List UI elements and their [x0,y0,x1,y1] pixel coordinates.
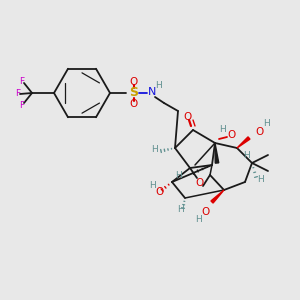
Polygon shape [237,137,250,148]
Text: O: O [130,77,138,87]
Text: H: H [175,172,182,181]
Text: F: F [20,101,25,110]
Text: H: H [148,181,155,190]
Text: H: H [244,152,250,160]
Text: H: H [177,206,183,214]
Text: H: H [154,82,161,91]
Text: O: O [130,99,138,109]
Text: O: O [255,127,263,137]
Text: H: H [152,146,158,154]
Text: O: O [227,130,235,140]
Text: F: F [15,89,21,98]
Text: F: F [20,76,25,85]
Text: H: H [256,175,263,184]
Text: O: O [155,187,163,197]
Polygon shape [211,190,224,203]
Text: H: H [262,119,269,128]
Text: N: N [148,87,156,97]
Text: S: S [130,86,139,100]
Text: H: H [220,124,226,134]
Polygon shape [215,143,219,163]
Text: O: O [184,112,192,122]
Text: O: O [196,178,204,188]
Text: O: O [202,207,210,217]
Text: H: H [195,215,201,224]
